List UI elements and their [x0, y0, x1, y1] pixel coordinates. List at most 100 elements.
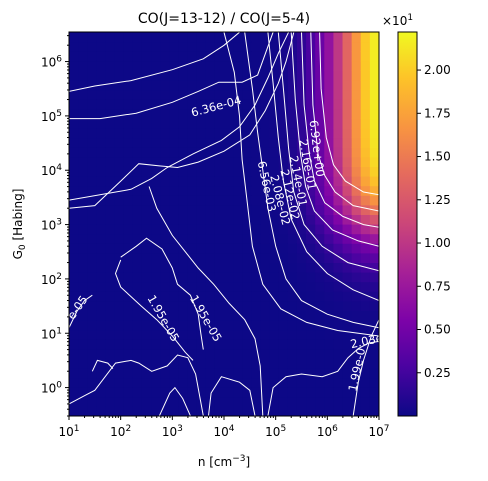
- heatmap-cell: [214, 99, 225, 110]
- heatmap-cell: [333, 80, 344, 91]
- heatmap-cell: [196, 89, 207, 100]
- heatmap-cell: [269, 195, 280, 206]
- heatmap-cell: [187, 320, 198, 331]
- heatmap-cell: [205, 204, 216, 215]
- heatmap-cell: [351, 406, 362, 416]
- heatmap-cell: [96, 358, 107, 369]
- heatmap-cell: [123, 320, 134, 331]
- heatmap-cell: [269, 329, 280, 340]
- heatmap-cell: [351, 70, 362, 81]
- heatmap-cell: [141, 70, 152, 81]
- heatmap-cell: [324, 233, 335, 244]
- heatmap-cell: [296, 281, 307, 292]
- heatmap-cell: [214, 262, 225, 273]
- heatmap-cell: [87, 108, 97, 119]
- heatmap-cell: [315, 224, 325, 235]
- heatmap-cell: [333, 195, 344, 206]
- heatmap-cell: [369, 233, 379, 244]
- heatmap-cell: [69, 214, 79, 225]
- heatmap-cell: [196, 204, 207, 215]
- heatmap-cell: [96, 147, 107, 158]
- heatmap-cell: [214, 387, 225, 398]
- heatmap-cell: [105, 80, 116, 91]
- heatmap-cell: [141, 368, 152, 379]
- heatmap-cell: [260, 60, 271, 71]
- heatmap-cell: [251, 272, 262, 283]
- heatmap-cell: [96, 348, 107, 359]
- heatmap-cell: [96, 195, 107, 206]
- heatmap-cell: [151, 176, 161, 187]
- heatmap-cell: [287, 224, 298, 235]
- heatmap-cell: [78, 99, 88, 110]
- y-axis: 100 101 102 103 104 105 106: [41, 35, 69, 417]
- heatmap-cell: [87, 262, 97, 273]
- heatmap-cell: [351, 262, 362, 273]
- heatmap-cell: [324, 137, 335, 148]
- heatmap-cell: [132, 118, 143, 129]
- heatmap-cell: [96, 339, 107, 350]
- heatmap-cell: [315, 387, 325, 398]
- heatmap-cell: [251, 99, 262, 110]
- heatmap-cell: [233, 195, 243, 206]
- heatmap-cell: [251, 147, 262, 158]
- heatmap-cell: [333, 204, 344, 215]
- heatmap-cell: [78, 387, 88, 398]
- heatmap-cell: [96, 272, 107, 283]
- heatmap-cell: [333, 147, 344, 158]
- heatmap-cell: [160, 233, 170, 244]
- heatmap-cell: [141, 396, 152, 407]
- heatmap-cell: [141, 185, 152, 196]
- heatmap-cell: [369, 32, 379, 43]
- heatmap-cell: [105, 339, 116, 350]
- heatmap-cell: [278, 166, 289, 177]
- heatmap-cell: [251, 156, 262, 167]
- heatmap-cell: [351, 128, 362, 139]
- heatmap-cell: [105, 204, 116, 215]
- heatmap-cell: [342, 291, 353, 302]
- heatmap-cell: [214, 233, 225, 244]
- heatmap-cell: [196, 291, 207, 302]
- heatmap-cell: [178, 80, 189, 91]
- heatmap-cell: [333, 89, 344, 100]
- heatmap-cell: [260, 252, 271, 263]
- heatmap-cell: [114, 243, 125, 254]
- heatmap-cell: [296, 118, 307, 129]
- heatmap-cell: [87, 348, 97, 359]
- heatmap-cell: [205, 156, 216, 167]
- heatmap-cell: [315, 195, 325, 206]
- heatmap-cell: [360, 128, 371, 139]
- heatmap-cell: [214, 310, 225, 321]
- heatmap-cell: [87, 147, 97, 158]
- heatmap-cell: [178, 339, 189, 350]
- heatmap-cell: [123, 252, 134, 263]
- heatmap-cell: [114, 281, 125, 292]
- heatmap-cell: [151, 214, 161, 225]
- heatmap-cell: [214, 243, 225, 254]
- heatmap-cell: [187, 156, 198, 167]
- heatmap-cell: [187, 358, 198, 369]
- heatmap-cell: [105, 329, 116, 340]
- heatmap-cell: [224, 32, 234, 43]
- heatmap-cell: [196, 166, 207, 177]
- heatmap-cell: [151, 243, 161, 254]
- heatmap-cell: [160, 214, 170, 225]
- heatmap-cell: [369, 128, 379, 139]
- heatmap-cell: [160, 281, 170, 292]
- heatmap-cell: [196, 272, 207, 283]
- heatmap-cell: [296, 377, 307, 388]
- heatmap-cell: [141, 252, 152, 263]
- heatmap-cell: [233, 128, 243, 139]
- heatmap-cell: [306, 224, 316, 235]
- heatmap-cell: [224, 195, 234, 206]
- heatmap-cell: [196, 128, 207, 139]
- heatmap-cell: [151, 358, 161, 369]
- heatmap-cell: [214, 60, 225, 71]
- heatmap-cell: [205, 387, 216, 398]
- heatmap-cell: [342, 118, 353, 129]
- heatmap-cell: [169, 147, 180, 158]
- heatmap-cell: [324, 60, 335, 71]
- heatmap-cell: [360, 108, 371, 119]
- heatmap-cell: [278, 60, 289, 71]
- heatmap-cell: [132, 195, 143, 206]
- heatmap-cell: [342, 329, 353, 340]
